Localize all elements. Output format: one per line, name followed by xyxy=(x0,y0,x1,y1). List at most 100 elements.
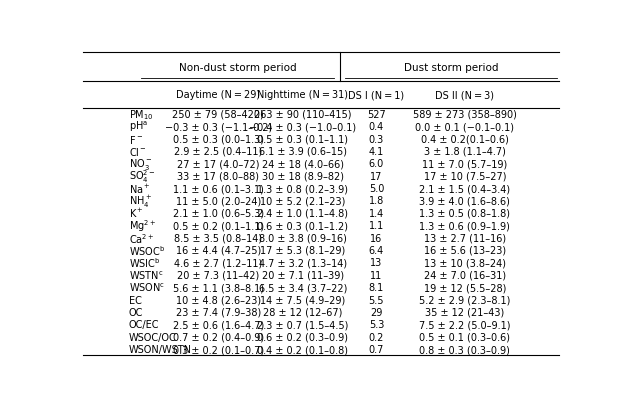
Text: 250 ± 79 (58–420): 250 ± 79 (58–420) xyxy=(172,109,264,119)
Text: 19 ± 12 (5.5–28): 19 ± 12 (5.5–28) xyxy=(424,282,506,292)
Text: 23 ± 7.4 (7.9–38): 23 ± 7.4 (7.9–38) xyxy=(175,307,261,317)
Text: 0.3 ± 0.2 (0.1–0.7): 0.3 ± 0.2 (0.1–0.7) xyxy=(173,344,264,354)
Text: 0.4 ± 0.2 (0.1–0.8): 0.4 ± 0.2 (0.1–0.8) xyxy=(257,344,348,354)
Text: 0.6 ± 0.2 (0.3–0.9): 0.6 ± 0.2 (0.3–0.9) xyxy=(257,332,348,342)
Text: 6.0: 6.0 xyxy=(369,159,384,169)
Text: EC: EC xyxy=(129,295,142,305)
Text: 27 ± 17 (4.0–72): 27 ± 17 (4.0–72) xyxy=(177,159,260,169)
Text: 527: 527 xyxy=(367,109,386,119)
Text: 5.2 ± 2.9 (2.3–8.1): 5.2 ± 2.9 (2.3–8.1) xyxy=(419,295,510,305)
Text: OC/EC: OC/EC xyxy=(129,320,159,330)
Text: WSON/WSTN: WSON/WSTN xyxy=(129,344,192,354)
Text: 16: 16 xyxy=(370,233,383,243)
Text: $\mathrm{SO_4^{2-}}$: $\mathrm{SO_4^{2-}}$ xyxy=(129,168,155,184)
Text: 11 ± 7.0 (5.7–19): 11 ± 7.0 (5.7–19) xyxy=(422,159,507,169)
Text: 3.9 ± 4.0 (1.6–8.6): 3.9 ± 4.0 (1.6–8.6) xyxy=(419,196,510,206)
Text: $\mathrm{WSOC^b}$: $\mathrm{WSOC^b}$ xyxy=(129,243,165,257)
Text: 5.3: 5.3 xyxy=(369,320,384,330)
Text: 1.1 ± 0.6 (0.1–3.1): 1.1 ± 0.6 (0.1–3.1) xyxy=(173,184,264,194)
Text: 0.5 ± 0.2 (0.1–1.1): 0.5 ± 0.2 (0.1–1.1) xyxy=(173,221,264,231)
Text: 1.8: 1.8 xyxy=(369,196,384,206)
Text: $\mathrm{Mg^{2+}}$: $\mathrm{Mg^{2+}}$ xyxy=(129,218,156,233)
Text: 33 ± 17 (8.0–88): 33 ± 17 (8.0–88) xyxy=(177,171,259,181)
Text: 2.1 ± 1.0 (0.6–5.3): 2.1 ± 1.0 (0.6–5.3) xyxy=(173,209,264,218)
Text: 17 ± 5.3 (8.1–29): 17 ± 5.3 (8.1–29) xyxy=(260,245,346,255)
Text: 10 ± 5.2 (2.1–23): 10 ± 5.2 (2.1–23) xyxy=(260,196,346,206)
Text: 8.0 ± 3.8 (0.9–16): 8.0 ± 3.8 (0.9–16) xyxy=(259,233,347,243)
Text: DS II (N = 3): DS II (N = 3) xyxy=(436,90,494,100)
Text: 5.6 ± 1.1 (3.8–8.1): 5.6 ± 1.1 (3.8–8.1) xyxy=(173,282,264,292)
Text: $\mathrm{Ca^{2+}}$: $\mathrm{Ca^{2+}}$ xyxy=(129,231,154,245)
Text: 0.0 ± 0.1 (−0.1–0.1): 0.0 ± 0.1 (−0.1–0.1) xyxy=(416,122,514,132)
Text: 30 ± 18 (8.9–82): 30 ± 18 (8.9–82) xyxy=(262,171,344,181)
Text: $\mathrm{PM_{10}}$: $\mathrm{PM_{10}}$ xyxy=(129,107,154,122)
Text: 29: 29 xyxy=(370,307,383,317)
Text: 16 ± 5.6 (13–23): 16 ± 5.6 (13–23) xyxy=(424,245,506,255)
Text: 1.4: 1.4 xyxy=(369,209,384,218)
Text: 24 ± 18 (4.0–66): 24 ± 18 (4.0–66) xyxy=(262,159,344,169)
Text: 589 ± 273 (358–890): 589 ± 273 (358–890) xyxy=(413,109,517,119)
Text: $\mathrm{NO_3^-}$: $\mathrm{NO_3^-}$ xyxy=(129,156,152,171)
Text: $\mathrm{K^+}$: $\mathrm{K^+}$ xyxy=(129,207,144,220)
Text: 20 ± 7.3 (11–42): 20 ± 7.3 (11–42) xyxy=(177,270,260,280)
Text: $\mathrm{NH_4^+}$: $\mathrm{NH_4^+}$ xyxy=(129,193,152,209)
Text: 0.5 ± 0.1 (0.3–0.6): 0.5 ± 0.1 (0.3–0.6) xyxy=(419,332,510,342)
Text: 1.3 ± 0.8 (0.2–3.9): 1.3 ± 0.8 (0.2–3.9) xyxy=(257,184,348,194)
Text: 14 ± 7.5 (4.9–29): 14 ± 7.5 (4.9–29) xyxy=(260,295,346,305)
Text: 10 ± 4.8 (2.6–23): 10 ± 4.8 (2.6–23) xyxy=(176,295,261,305)
Text: $\mathrm{WSTN^c}$: $\mathrm{WSTN^c}$ xyxy=(129,269,163,281)
Text: 0.2: 0.2 xyxy=(369,332,384,342)
Text: 2.4 ± 1.0 (1.1–4.8): 2.4 ± 1.0 (1.1–4.8) xyxy=(257,209,348,218)
Text: $\mathrm{WSON^c}$: $\mathrm{WSON^c}$ xyxy=(129,281,165,294)
Text: OC: OC xyxy=(129,307,143,317)
Text: 0.7 ± 0.2 (0.4–0.9): 0.7 ± 0.2 (0.4–0.9) xyxy=(173,332,264,342)
Text: −0.4 ± 0.3 (−1.0–0.1): −0.4 ± 0.3 (−1.0–0.1) xyxy=(250,122,356,132)
Text: $\mathrm{Na^+}$: $\mathrm{Na^+}$ xyxy=(129,182,150,195)
Text: 4.7 ± 3.2 (1.3–14): 4.7 ± 3.2 (1.3–14) xyxy=(259,258,347,268)
Text: 1.1: 1.1 xyxy=(369,221,384,231)
Text: 5.0: 5.0 xyxy=(369,184,384,194)
Text: 7.5 ± 2.2 (5.0–9.1): 7.5 ± 2.2 (5.0–9.1) xyxy=(419,320,510,330)
Text: 0.5 ± 0.3 (0.0–1.3): 0.5 ± 0.3 (0.0–1.3) xyxy=(173,134,264,144)
Text: 17: 17 xyxy=(370,171,383,181)
Text: Dust storm period: Dust storm period xyxy=(404,63,498,73)
Text: 0.8 ± 0.3 (0.3–0.9): 0.8 ± 0.3 (0.3–0.9) xyxy=(419,344,510,354)
Text: 1.3 ± 0.6 (0.9–1.9): 1.3 ± 0.6 (0.9–1.9) xyxy=(419,221,510,231)
Text: 2.3 ± 0.7 (1.5–4.5): 2.3 ± 0.7 (1.5–4.5) xyxy=(257,320,349,330)
Text: 3 ± 1.8 (1.1–4.7): 3 ± 1.8 (1.1–4.7) xyxy=(424,147,506,156)
Text: 6.5 ± 3.4 (3.7–22): 6.5 ± 3.4 (3.7–22) xyxy=(259,282,347,292)
Text: $\mathrm{Cl^-}$: $\mathrm{Cl^-}$ xyxy=(129,146,147,158)
Text: 13: 13 xyxy=(370,258,383,268)
Text: 4.6 ± 2.7 (1.2–11): 4.6 ± 2.7 (1.2–11) xyxy=(174,258,262,268)
Text: 0.7: 0.7 xyxy=(369,344,384,354)
Text: 5.5: 5.5 xyxy=(369,295,384,305)
Text: WSOC/OC: WSOC/OC xyxy=(129,332,177,342)
Text: 28 ± 12 (12–67): 28 ± 12 (12–67) xyxy=(263,307,343,317)
Text: 0.4 ± 0.2(0.1–0.6): 0.4 ± 0.2(0.1–0.6) xyxy=(421,134,509,144)
Text: 35 ± 12 (21–43): 35 ± 12 (21–43) xyxy=(425,307,505,317)
Text: 263 ± 90 (110–415): 263 ± 90 (110–415) xyxy=(254,109,352,119)
Text: 16 ± 4.4 (4.7–25): 16 ± 4.4 (4.7–25) xyxy=(175,245,261,255)
Text: Daytime (N = 29): Daytime (N = 29) xyxy=(176,90,260,100)
Text: 13 ± 2.7 (11–16): 13 ± 2.7 (11–16) xyxy=(424,233,506,243)
Text: 17 ± 10 (7.5–27): 17 ± 10 (7.5–27) xyxy=(424,171,506,181)
Text: 20 ± 7.1 (11–39): 20 ± 7.1 (11–39) xyxy=(262,270,344,280)
Text: 11: 11 xyxy=(370,270,383,280)
Text: DS I (N = 1): DS I (N = 1) xyxy=(348,90,404,100)
Text: 11 ± 5.0 (2.0–24): 11 ± 5.0 (2.0–24) xyxy=(175,196,261,206)
Text: 0.5 ± 0.3 (0.1–1.1): 0.5 ± 0.3 (0.1–1.1) xyxy=(257,134,348,144)
Text: 1.3 ± 0.5 (0.8–1.8): 1.3 ± 0.5 (0.8–1.8) xyxy=(419,209,510,218)
Text: Non-dust storm period: Non-dust storm period xyxy=(178,63,296,73)
Text: Nighttime (N = 31): Nighttime (N = 31) xyxy=(257,90,348,100)
Text: 2.5 ± 0.6 (1.6–4.7): 2.5 ± 0.6 (1.6–4.7) xyxy=(173,320,264,330)
Text: −0.3 ± 0.3 (−1.1–0.2): −0.3 ± 0.3 (−1.1–0.2) xyxy=(165,122,272,132)
Text: 4.1: 4.1 xyxy=(369,147,384,156)
Text: $\mathrm{WSIC^b}$: $\mathrm{WSIC^b}$ xyxy=(129,256,160,269)
Text: 8.1: 8.1 xyxy=(369,282,384,292)
Text: 0.4: 0.4 xyxy=(369,122,384,132)
Text: 24 ± 7.0 (16–31): 24 ± 7.0 (16–31) xyxy=(424,270,506,280)
Text: $\mathrm{pH^a}$: $\mathrm{pH^a}$ xyxy=(129,119,148,134)
Text: 8.5 ± 3.5 (0.8–14): 8.5 ± 3.5 (0.8–14) xyxy=(174,233,262,243)
Text: 6.4: 6.4 xyxy=(369,245,384,255)
Text: 2.1 ± 1.5 (0.4–3.4): 2.1 ± 1.5 (0.4–3.4) xyxy=(419,184,510,194)
